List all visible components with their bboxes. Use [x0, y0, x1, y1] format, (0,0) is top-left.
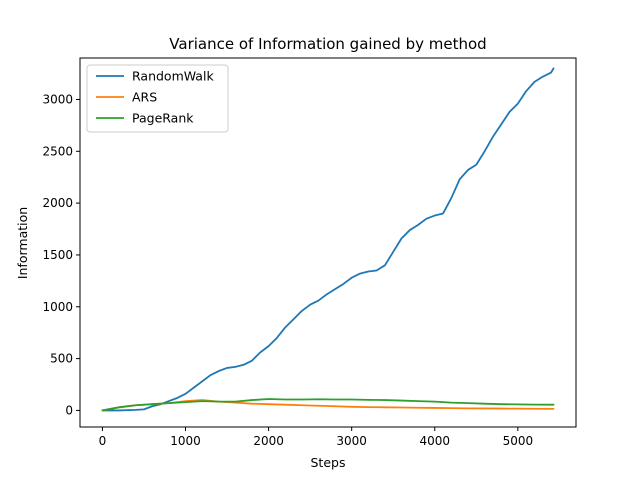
legend: RandomWalk ARS PageRank — [86, 64, 229, 133]
x-tick-label: 1000 — [170, 434, 201, 448]
y-tick-label: 0 — [65, 403, 73, 417]
y-tick-label: 500 — [50, 352, 73, 366]
y-tick-label: 1000 — [42, 300, 73, 314]
series-line-randomwalk — [101, 67, 555, 412]
x-tick-label: 4000 — [419, 434, 450, 448]
axes-frame — [79, 57, 577, 428]
plot-area — [101, 67, 555, 412]
legend-box — [86, 64, 229, 133]
legend-label-ars: ARS — [132, 90, 157, 105]
x-tick-label: 3000 — [336, 434, 367, 448]
x-tick-label: 2000 — [253, 434, 284, 448]
x-tick-label: 5000 — [503, 434, 534, 448]
x-tick-label: 0 — [99, 434, 107, 448]
y-tick-label: 1500 — [42, 248, 73, 262]
legend-label-randomwalk: RandomWalk — [132, 69, 214, 84]
y-axis-label: Information — [15, 207, 30, 279]
y-tick-label: 3000 — [42, 92, 73, 106]
series-line-pagerank — [101, 398, 555, 412]
y-tick-label: 2000 — [42, 196, 73, 210]
legend-label-pagerank: PageRank — [132, 111, 194, 126]
y-tick-label: 2500 — [42, 144, 73, 158]
x-axis-label: Steps — [311, 455, 346, 470]
chart-title: Variance of Information gained by method — [169, 35, 486, 53]
